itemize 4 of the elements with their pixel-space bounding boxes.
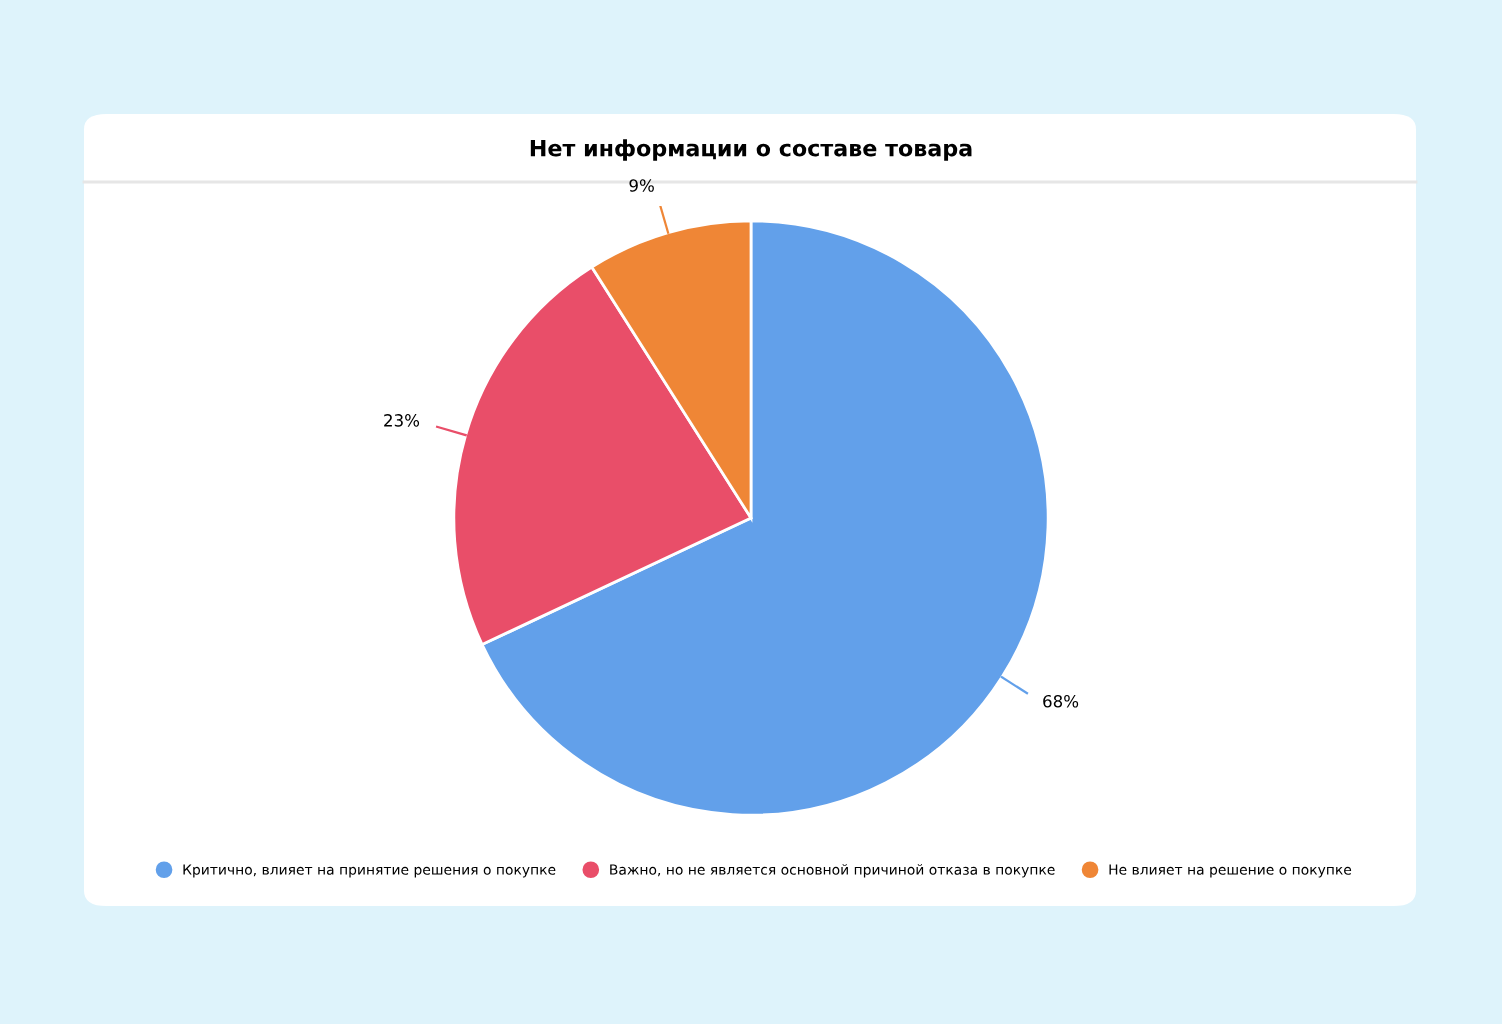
data-label: 9% — [629, 179, 654, 192]
data-label: 23% — [384, 414, 420, 427]
data-label: 68% — [1043, 694, 1079, 708]
chart-title: Нет информации о составе товара — [530, 139, 972, 161]
